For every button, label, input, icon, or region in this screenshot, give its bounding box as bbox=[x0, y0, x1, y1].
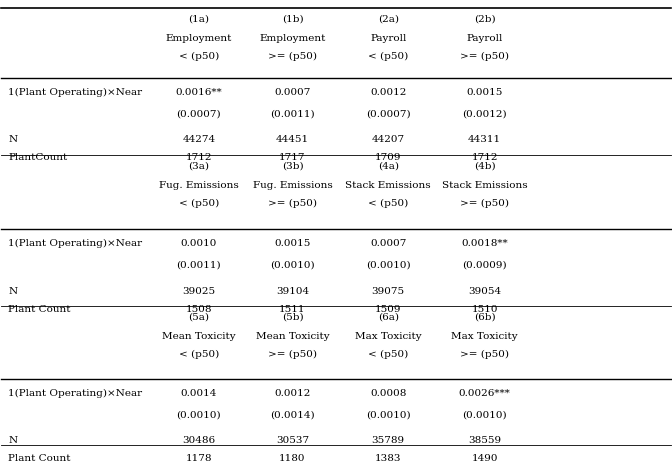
Text: 0.0015: 0.0015 bbox=[274, 239, 310, 248]
Text: Plant Count: Plant Count bbox=[8, 454, 71, 463]
Text: < (p50): < (p50) bbox=[368, 350, 409, 359]
Text: >= (p50): >= (p50) bbox=[460, 350, 509, 359]
Text: 0.0007: 0.0007 bbox=[274, 88, 310, 97]
Text: >= (p50): >= (p50) bbox=[268, 199, 317, 208]
Text: 0.0026***: 0.0026*** bbox=[459, 388, 511, 398]
Text: 0.0012: 0.0012 bbox=[370, 88, 407, 97]
Text: 1712: 1712 bbox=[185, 153, 212, 162]
Text: (0.0011): (0.0011) bbox=[270, 109, 314, 118]
Text: 0.0012: 0.0012 bbox=[274, 388, 310, 398]
Text: (4b): (4b) bbox=[474, 162, 495, 171]
Text: 0.0015: 0.0015 bbox=[466, 88, 503, 97]
Text: (4a): (4a) bbox=[378, 162, 398, 171]
Text: Fug. Emissions: Fug. Emissions bbox=[159, 181, 239, 190]
Text: Employment: Employment bbox=[259, 34, 326, 43]
Text: < (p50): < (p50) bbox=[179, 52, 219, 61]
Text: (0.0009): (0.0009) bbox=[462, 261, 507, 269]
Text: (0.0010): (0.0010) bbox=[366, 261, 411, 269]
Text: 1511: 1511 bbox=[280, 305, 306, 313]
Text: (2b): (2b) bbox=[474, 15, 495, 24]
Text: 1717: 1717 bbox=[280, 153, 306, 162]
Text: (0.0010): (0.0010) bbox=[177, 410, 221, 419]
Text: (2a): (2a) bbox=[378, 15, 398, 24]
Text: (1a): (1a) bbox=[188, 15, 209, 24]
Text: 44274: 44274 bbox=[182, 135, 215, 144]
Text: (0.0010): (0.0010) bbox=[462, 410, 507, 419]
Text: >= (p50): >= (p50) bbox=[460, 199, 509, 208]
Text: (0.0014): (0.0014) bbox=[270, 410, 314, 419]
Text: Max Toxicity: Max Toxicity bbox=[355, 332, 421, 341]
Text: 44207: 44207 bbox=[372, 135, 405, 144]
Text: 1712: 1712 bbox=[471, 153, 498, 162]
Text: Fug. Emissions: Fug. Emissions bbox=[253, 181, 333, 190]
Text: >= (p50): >= (p50) bbox=[460, 52, 509, 61]
Text: 44311: 44311 bbox=[468, 135, 501, 144]
Text: (1b): (1b) bbox=[282, 15, 303, 24]
Text: < (p50): < (p50) bbox=[179, 199, 219, 208]
Text: (3a): (3a) bbox=[188, 162, 209, 171]
Text: 39075: 39075 bbox=[372, 287, 405, 296]
Text: (0.0011): (0.0011) bbox=[177, 261, 221, 269]
Text: (0.0010): (0.0010) bbox=[270, 261, 314, 269]
Text: (6b): (6b) bbox=[474, 313, 495, 321]
Text: N: N bbox=[8, 436, 17, 445]
Text: (0.0007): (0.0007) bbox=[177, 109, 221, 118]
Text: 1(Plant Operating)×Near: 1(Plant Operating)×Near bbox=[8, 88, 142, 97]
Text: 44451: 44451 bbox=[276, 135, 309, 144]
Text: Employment: Employment bbox=[165, 34, 232, 43]
Text: < (p50): < (p50) bbox=[179, 350, 219, 359]
Text: (3b): (3b) bbox=[282, 162, 303, 171]
Text: 0.0008: 0.0008 bbox=[370, 388, 407, 398]
Text: Mean Toxicity: Mean Toxicity bbox=[255, 332, 329, 341]
Text: < (p50): < (p50) bbox=[368, 199, 409, 208]
Text: 1180: 1180 bbox=[280, 454, 306, 463]
Text: 39104: 39104 bbox=[276, 287, 309, 296]
Text: (0.0007): (0.0007) bbox=[366, 109, 411, 118]
Text: Stack Emissions: Stack Emissions bbox=[345, 181, 431, 190]
Text: 1509: 1509 bbox=[375, 305, 401, 313]
Text: (5b): (5b) bbox=[282, 313, 303, 321]
Text: 0.0014: 0.0014 bbox=[181, 388, 217, 398]
Text: 38559: 38559 bbox=[468, 436, 501, 445]
Text: 39054: 39054 bbox=[468, 287, 501, 296]
Text: N: N bbox=[8, 287, 17, 296]
Text: N: N bbox=[8, 135, 17, 144]
Text: Payroll: Payroll bbox=[466, 34, 503, 43]
Text: (0.0010): (0.0010) bbox=[366, 410, 411, 419]
Text: Plant Count: Plant Count bbox=[8, 305, 71, 313]
Text: (0.0012): (0.0012) bbox=[462, 109, 507, 118]
Text: 30537: 30537 bbox=[276, 436, 309, 445]
Text: 0.0007: 0.0007 bbox=[370, 239, 407, 248]
Text: 1490: 1490 bbox=[471, 454, 498, 463]
Text: 30486: 30486 bbox=[182, 436, 215, 445]
Text: (6a): (6a) bbox=[378, 313, 398, 321]
Text: Max Toxicity: Max Toxicity bbox=[452, 332, 518, 341]
Text: 1383: 1383 bbox=[375, 454, 401, 463]
Text: 0.0010: 0.0010 bbox=[181, 239, 217, 248]
Text: >= (p50): >= (p50) bbox=[268, 350, 317, 359]
Text: 1178: 1178 bbox=[185, 454, 212, 463]
Text: 39025: 39025 bbox=[182, 287, 215, 296]
Text: 0.0016**: 0.0016** bbox=[175, 88, 222, 97]
Text: 1510: 1510 bbox=[471, 305, 498, 313]
Text: Stack Emissions: Stack Emissions bbox=[442, 181, 528, 190]
Text: 1(Plant Operating)×Near: 1(Plant Operating)×Near bbox=[8, 239, 142, 248]
Text: 1508: 1508 bbox=[185, 305, 212, 313]
Text: 1709: 1709 bbox=[375, 153, 401, 162]
Text: Payroll: Payroll bbox=[370, 34, 407, 43]
Text: >= (p50): >= (p50) bbox=[268, 52, 317, 61]
Text: < (p50): < (p50) bbox=[368, 52, 409, 61]
Text: Mean Toxicity: Mean Toxicity bbox=[162, 332, 236, 341]
Text: 1(Plant Operating)×Near: 1(Plant Operating)×Near bbox=[8, 388, 142, 398]
Text: 0.0018**: 0.0018** bbox=[461, 239, 508, 248]
Text: 35789: 35789 bbox=[372, 436, 405, 445]
Text: PlantCount: PlantCount bbox=[8, 153, 67, 162]
Text: (5a): (5a) bbox=[188, 313, 209, 321]
